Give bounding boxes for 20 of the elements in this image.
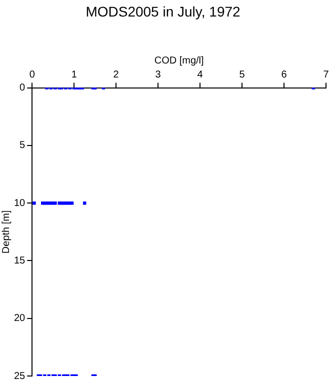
- y-tick-label: 15: [14, 255, 26, 266]
- y-tick-label: 10: [14, 198, 26, 209]
- x-tick-label: 5: [239, 70, 246, 81]
- y-tick-label: 25: [14, 370, 26, 382]
- y-tick-label: 5: [20, 140, 26, 152]
- x-tick-label: 3: [155, 70, 162, 81]
- x-tick-label: 1: [71, 70, 78, 81]
- point: [32, 201, 36, 205]
- x-tick-label: 6: [281, 70, 288, 81]
- y-tick-label: 20: [14, 313, 26, 324]
- y-tick-label: 0: [20, 82, 26, 94]
- point: [82, 201, 86, 205]
- x-axis-title: COD [mg/l]: [154, 56, 204, 67]
- point: [54, 201, 57, 205]
- x-tick-label: 4: [197, 70, 204, 81]
- x-tick-label: 2: [113, 70, 120, 81]
- x-tick-label: 0: [29, 70, 36, 81]
- y-axis-title: Depth [m]: [0, 210, 12, 254]
- chart-title: MODS2005 in July, 1972: [86, 3, 241, 20]
- x-tick-label: 7: [323, 70, 330, 81]
